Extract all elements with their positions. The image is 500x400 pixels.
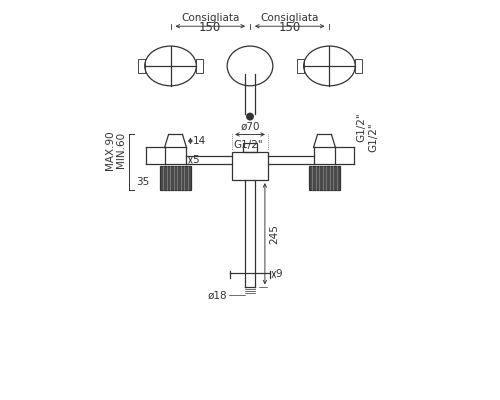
Bar (196, 59, 203, 73)
Bar (308, 166, 340, 190)
Text: G1/2": G1/2" (233, 140, 262, 150)
Bar (356, 59, 362, 73)
Text: G1/2": G1/2" (368, 123, 378, 152)
Text: G1/2": G1/2" (356, 113, 366, 142)
Text: 5: 5 (192, 155, 199, 165)
Text: 150: 150 (199, 21, 222, 34)
Text: Consigliata: Consigliata (181, 13, 240, 23)
Text: MIN.60: MIN.60 (116, 132, 126, 168)
Text: Consigliata: Consigliata (260, 13, 319, 23)
Text: ø70: ø70 (240, 122, 260, 132)
Text: 9: 9 (276, 270, 282, 280)
Text: 245: 245 (269, 224, 279, 244)
Bar (138, 59, 144, 73)
Bar (160, 166, 192, 190)
Text: 150: 150 (278, 21, 301, 34)
Bar (296, 59, 304, 73)
Bar (232, 152, 268, 180)
Text: MAX.90: MAX.90 (105, 130, 115, 170)
Circle shape (246, 113, 254, 120)
Text: ø18: ø18 (208, 290, 227, 300)
Bar (243, 143, 257, 152)
Text: 35: 35 (136, 177, 149, 187)
Text: 14: 14 (192, 136, 205, 146)
